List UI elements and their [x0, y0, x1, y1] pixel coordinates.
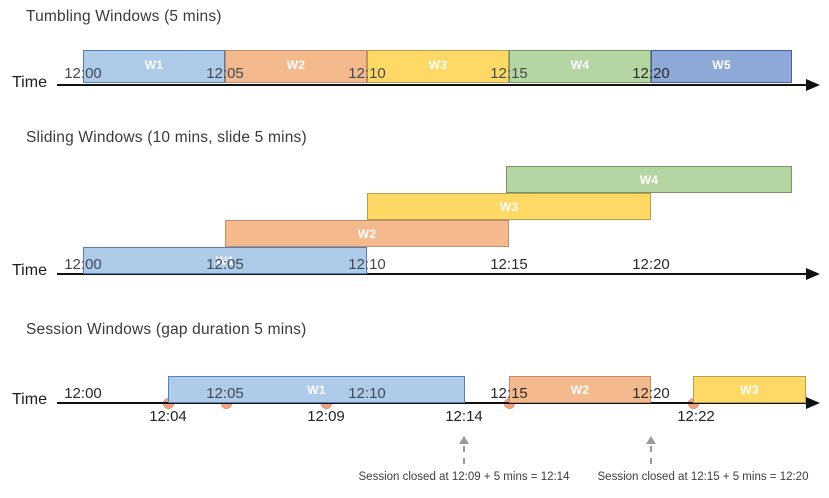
sliding-window-w4: W4 [506, 166, 792, 193]
tumbling-tick-1205: 12:05 [206, 65, 244, 82]
tumbling-tick-1220: 12:20 [632, 65, 670, 82]
tumbling-tick-1200: 12:00 [64, 65, 102, 82]
annotation-up-arrowhead-icon-2 [646, 436, 656, 444]
annotation-dashed-line-1 [463, 446, 465, 464]
session-window-w1: W1 [168, 376, 465, 403]
sliding-window-w3: W3 [367, 193, 651, 220]
session-tick-1205: 12:05 [206, 385, 244, 402]
session-tick-1210: 12:10 [348, 385, 386, 402]
tumbling-window-w4-label: W4 [570, 58, 590, 72]
annotation-up-arrowhead-icon-1 [459, 436, 469, 444]
session-window-w3-label: W3 [740, 382, 759, 397]
tumbling-time-axis-label: Time [12, 74, 47, 91]
session-tick-1200: 12:00 [64, 385, 102, 402]
session-window-w2-label: W2 [570, 382, 590, 397]
sliding-axis-arrowhead-icon [806, 268, 820, 280]
tumbling-window-w2: W2 [225, 50, 367, 83]
session-annotation-1: Session closed at 12:09 + 5 mins = 12:14 [358, 471, 570, 483]
session-event-label-1222: 12:22 [677, 408, 715, 425]
session-time-axis-label: Time [12, 391, 47, 408]
tumbling-window-w2-label: W2 [286, 58, 306, 72]
sliding-window-w2: W2 [225, 220, 509, 247]
session-event-label-1214: 12:14 [445, 408, 483, 425]
tumbling-window-w5-label: W5 [712, 58, 731, 72]
tumbling-window-w5: W5 [651, 50, 792, 83]
sliding-window-w2-label: W2 [357, 226, 377, 241]
sliding-window-w1-label: W1 [215, 253, 235, 268]
tumbling-tick-1215: 12:15 [490, 65, 528, 82]
sliding-window-w1: W1 [83, 247, 367, 274]
tumbling-window-w1: W1 [83, 50, 225, 83]
sliding-window-w4-label: W4 [639, 172, 659, 187]
sliding-window-w3-label: W3 [499, 199, 519, 214]
session-window-w2: W2 [509, 376, 651, 403]
tumbling-tick-1210: 12:10 [348, 65, 386, 82]
tumbling-title: Tumbling Windows (5 mins) [26, 8, 222, 25]
session-title: Session Windows (gap duration 5 mins) [26, 321, 307, 338]
sliding-tick-1220: 12:20 [632, 256, 670, 273]
sliding-time-axis [57, 273, 809, 276]
session-time-axis [57, 402, 809, 405]
sliding-title: Sliding Windows (10 mins, slide 5 mins) [26, 129, 307, 146]
tumbling-window-w3-label: W3 [428, 58, 448, 72]
sliding-time-axis-label: Time [12, 262, 47, 279]
session-axis-arrowhead-icon [806, 397, 820, 409]
sliding-tick-1205: 12:05 [206, 256, 244, 273]
session-event-label-1209: 12:09 [307, 408, 345, 425]
session-window-w1-label: W1 [307, 382, 326, 397]
session-annotation-2: Session closed at 12:15 + 5 mins = 12:20 [597, 471, 809, 483]
session-tick-1220: 12:20 [632, 385, 670, 402]
tumbling-axis-arrowhead-icon [806, 79, 820, 91]
tumbling-time-axis [57, 84, 809, 87]
sliding-tick-1200: 12:00 [64, 256, 102, 273]
tumbling-window-w1-label: W1 [144, 58, 164, 72]
tumbling-window-w3: W3 [367, 50, 509, 83]
sliding-tick-1215: 12:15 [490, 256, 528, 273]
session-window-w3: W3 [693, 376, 806, 403]
annotation-dashed-line-2 [650, 446, 652, 464]
session-tick-1215: 12:15 [490, 385, 528, 402]
tumbling-window-w4: W4 [509, 50, 651, 83]
sliding-tick-1210: 12:10 [348, 256, 386, 273]
session-event-label-1204: 12:04 [149, 408, 187, 425]
